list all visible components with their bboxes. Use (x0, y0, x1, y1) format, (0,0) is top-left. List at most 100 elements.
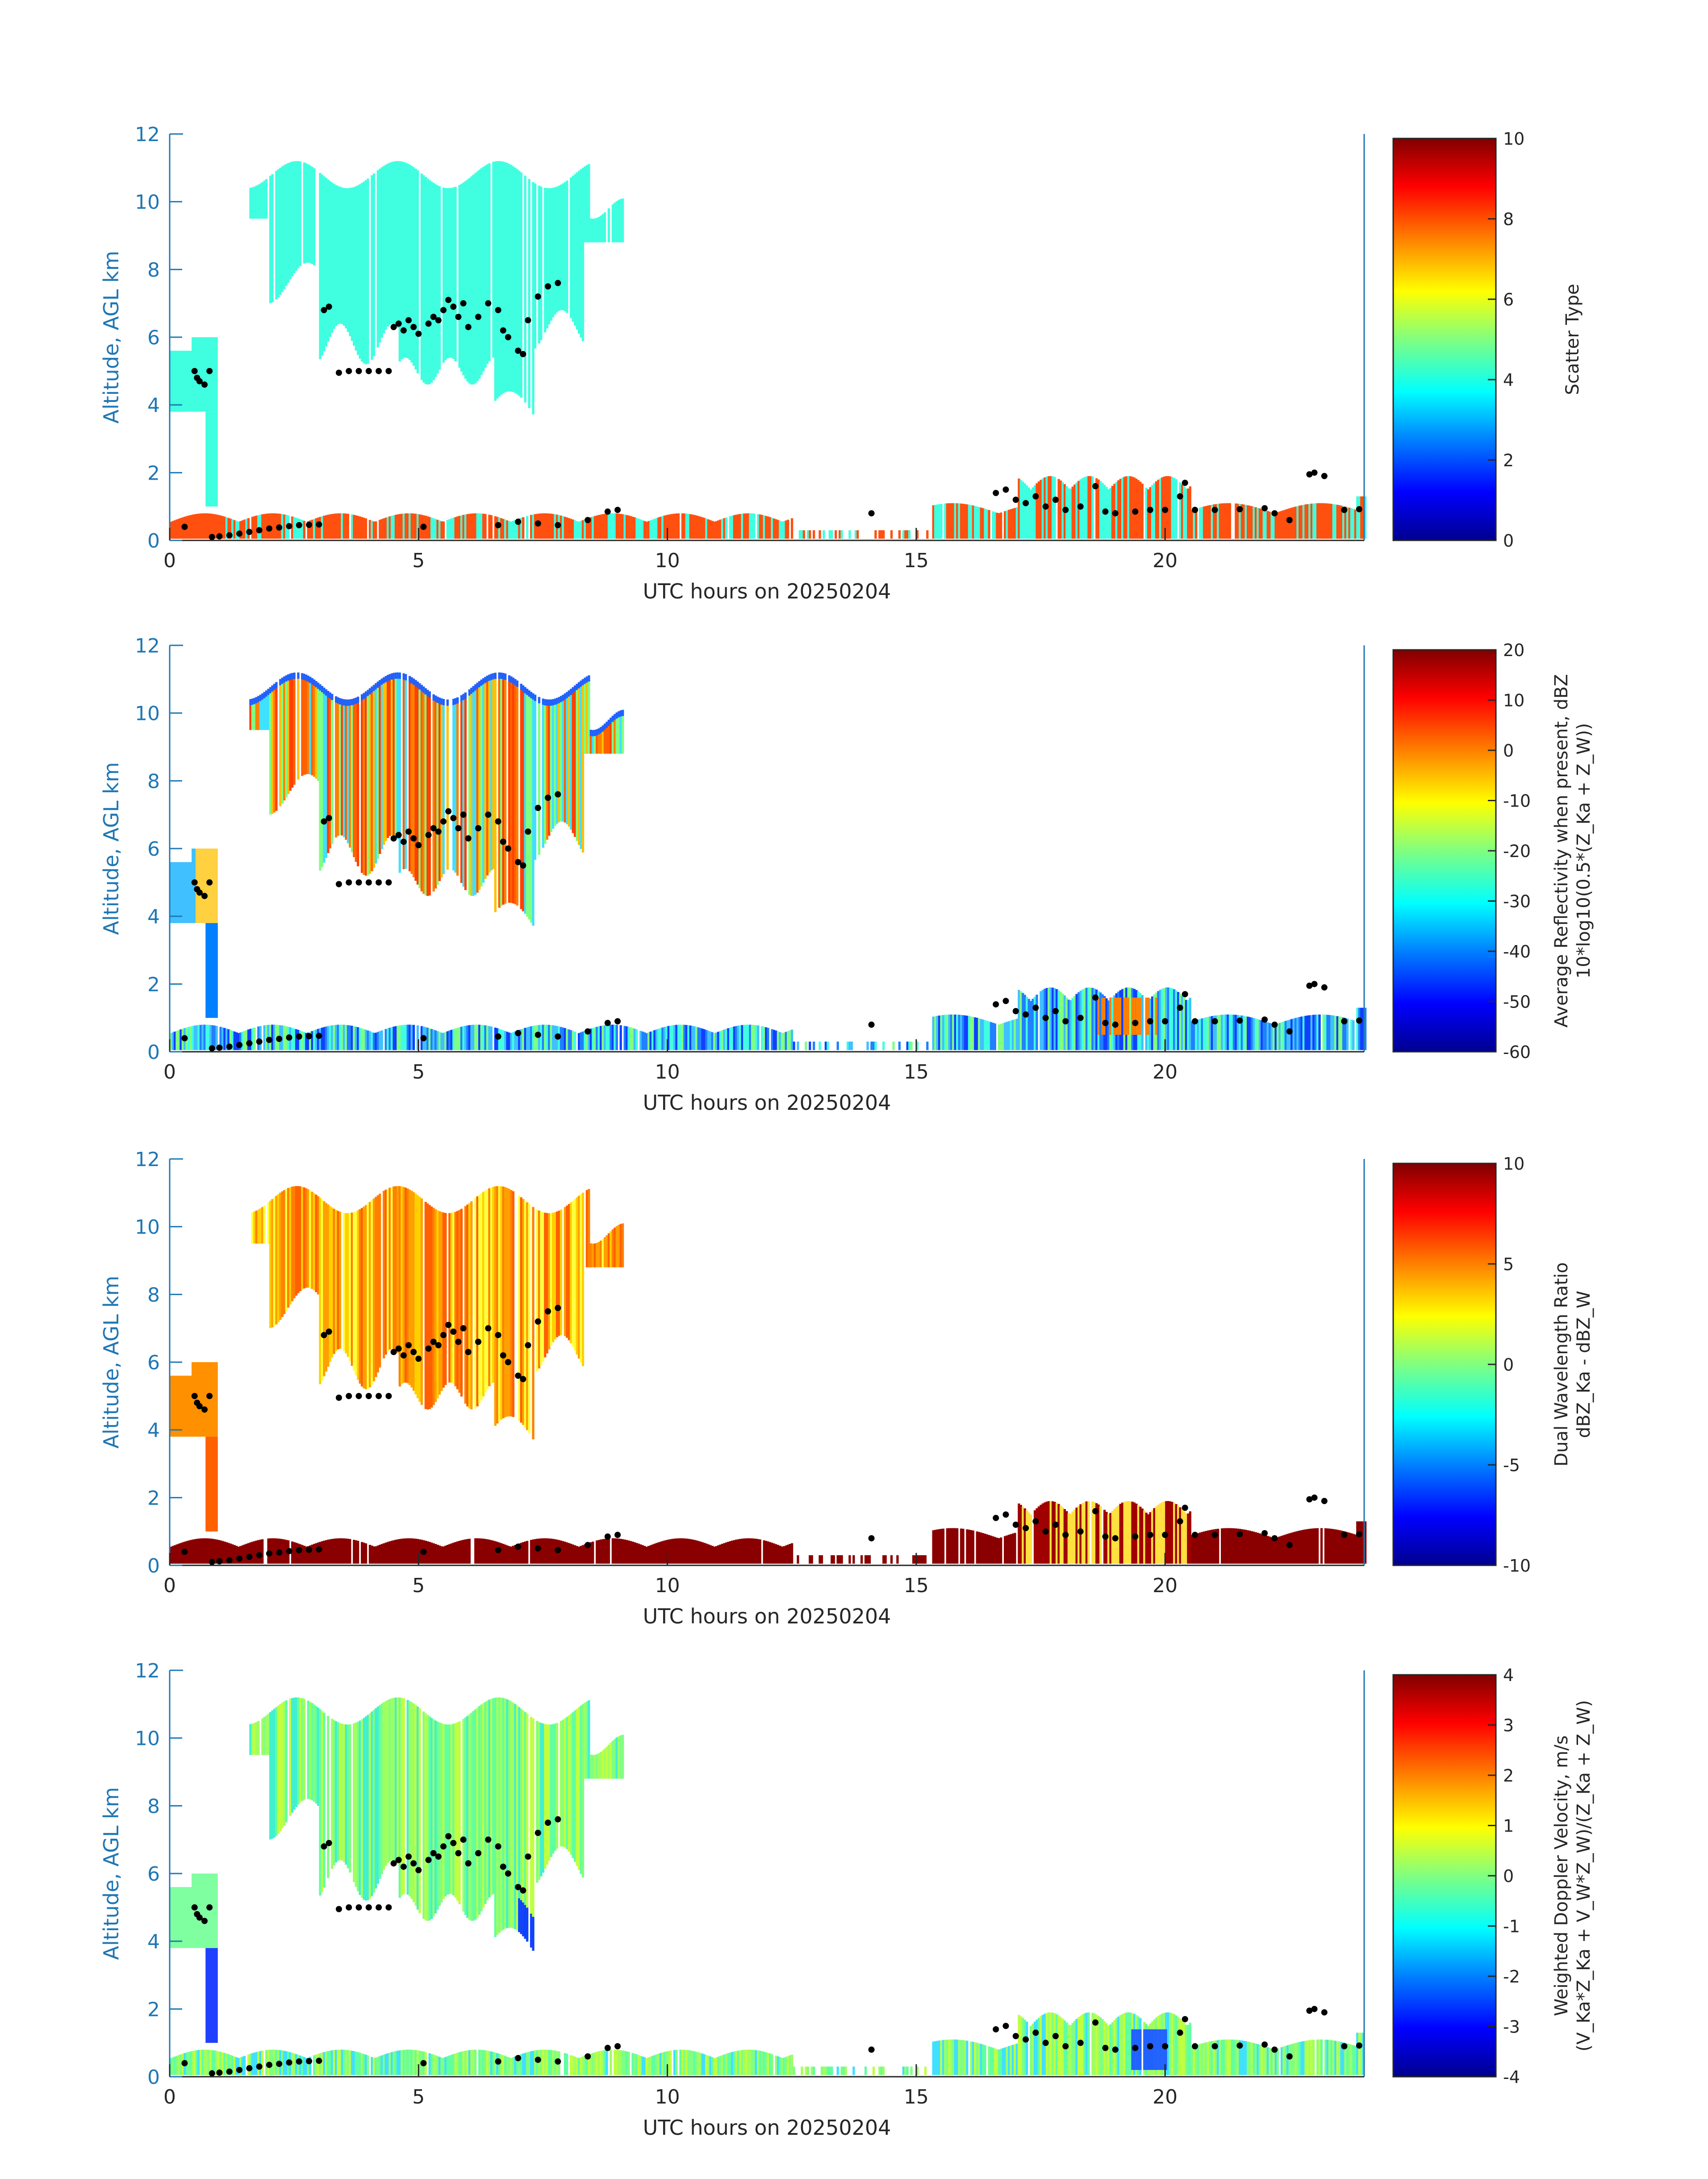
cell (622, 2050, 624, 2075)
cell (589, 730, 592, 736)
cloud-base-point (535, 1830, 541, 1836)
cloud-base-point (306, 522, 313, 528)
cell (279, 1192, 282, 1320)
cell (227, 2054, 230, 2075)
cell (695, 1540, 698, 1564)
cell (338, 2049, 342, 2075)
cell (1342, 1531, 1345, 1564)
cell (490, 1540, 493, 1564)
cell (257, 515, 260, 539)
cell (368, 520, 372, 539)
cell (1334, 2041, 1337, 2075)
cell (725, 517, 728, 539)
cell (1123, 997, 1126, 1035)
cell (990, 1535, 993, 1564)
cell (329, 1539, 331, 1564)
cell (476, 1196, 479, 1406)
cell (215, 514, 218, 539)
cell (713, 521, 716, 539)
cloud-base-point (435, 1853, 442, 1860)
cell (1269, 2048, 1271, 2075)
cell (341, 1538, 343, 1564)
cell (1292, 2043, 1295, 2075)
cell (1077, 992, 1080, 1050)
cell (737, 1539, 739, 1564)
cell (1077, 1506, 1080, 1564)
cell (506, 1545, 509, 1564)
cell (733, 515, 735, 539)
cell (498, 517, 501, 539)
cell (1119, 2015, 1122, 2075)
cell (610, 1231, 612, 1267)
cell (964, 504, 967, 539)
cell (564, 1542, 567, 1564)
cell (361, 1208, 363, 1387)
cell (211, 411, 214, 507)
cell (309, 520, 312, 539)
cell (512, 678, 515, 684)
cell (711, 1032, 714, 1050)
cloud-base-point (515, 519, 522, 525)
cloud-base-point (993, 2026, 999, 2033)
cell (641, 2056, 644, 2075)
cloud-base-point (505, 1359, 511, 1365)
cell (180, 1887, 182, 1948)
cell (992, 1023, 994, 1050)
cell (307, 2058, 309, 2075)
cell (494, 1541, 497, 1564)
cell (496, 1697, 499, 1935)
x-tick-label: 10 (655, 2086, 680, 2108)
x-axis-title: UTC hours on 20250204 (643, 1091, 891, 1115)
cell (170, 862, 172, 923)
cell (484, 1702, 487, 1904)
cell (986, 509, 989, 539)
cell (765, 2052, 768, 2075)
cell (468, 689, 471, 696)
cloud-base-point (365, 879, 372, 886)
cell (1022, 2018, 1024, 2075)
cell (741, 1025, 743, 1050)
cell (550, 2050, 552, 2075)
cell (522, 1710, 525, 1936)
cell (177, 1376, 180, 1437)
cell (188, 1027, 190, 1050)
cell (484, 165, 487, 368)
cell (510, 165, 513, 392)
cloud-base-point (400, 1863, 407, 1870)
cell (729, 1027, 732, 1050)
cell (607, 1538, 610, 1564)
cell (323, 176, 326, 351)
cell (401, 1025, 403, 1050)
cell (291, 1698, 294, 1813)
cell (223, 1028, 226, 1050)
cell (1199, 1019, 1202, 1050)
cell (1123, 1501, 1126, 1564)
cell (271, 1025, 274, 1050)
cell (410, 1538, 413, 1564)
cell (229, 2055, 232, 2075)
cloud-base-point (1077, 1015, 1084, 1021)
cell (691, 2051, 694, 2075)
colorbar-label: Scatter Type (1562, 284, 1583, 395)
cell (518, 1543, 521, 1564)
cell (532, 1025, 535, 1050)
cell (1312, 1015, 1315, 1050)
cell (1181, 995, 1184, 1050)
cell (265, 1715, 268, 1755)
cell (574, 685, 576, 837)
cell (484, 677, 487, 683)
cell (253, 2052, 256, 2075)
cell (592, 730, 594, 754)
cloud-base-point (226, 1557, 233, 1564)
cell (542, 1723, 544, 1873)
cell (832, 1555, 835, 1564)
cell (1235, 1528, 1237, 1564)
cloud-base-point (321, 307, 327, 314)
cell (259, 1026, 262, 1050)
cell (819, 1555, 821, 1564)
cell (231, 519, 234, 539)
cell (351, 699, 353, 853)
cell (601, 1239, 604, 1267)
